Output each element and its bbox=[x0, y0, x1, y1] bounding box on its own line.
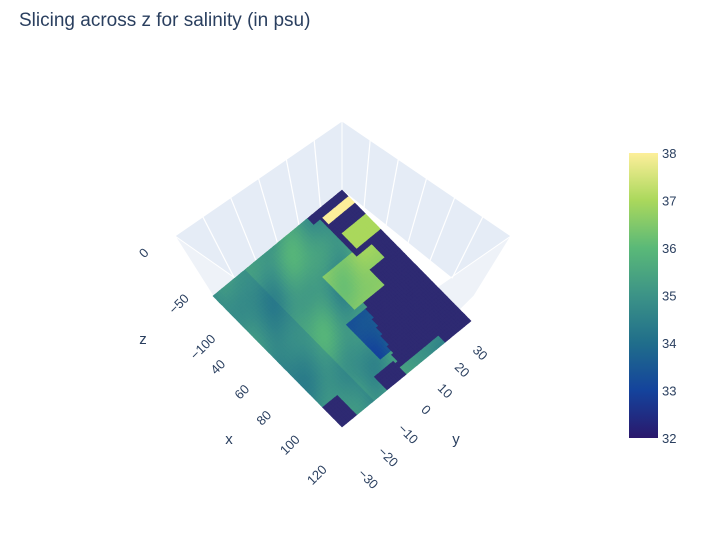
chart-title: Slicing across z for salinity (in psu) bbox=[19, 10, 311, 31]
y-axis-title: y bbox=[452, 431, 460, 448]
z-axis-title: z bbox=[139, 331, 147, 348]
y-tick-label: −10 bbox=[395, 421, 421, 447]
colorbar-gradient bbox=[629, 153, 658, 438]
colorbar-tick-label: 37 bbox=[662, 194, 676, 209]
axis-gridlines bbox=[202, 140, 484, 279]
z-tick-label: −50 bbox=[166, 291, 192, 317]
salinity-slice-surface bbox=[212, 189, 472, 428]
gridline bbox=[230, 197, 257, 261]
colorbar-tick-label: 32 bbox=[662, 431, 676, 446]
gridline bbox=[451, 216, 484, 279]
x-axis-title: x bbox=[225, 431, 233, 448]
y-tick-label: 30 bbox=[470, 342, 491, 363]
gridline bbox=[429, 197, 456, 261]
gridline bbox=[385, 159, 399, 226]
gridline bbox=[285, 159, 300, 226]
gridline bbox=[407, 178, 428, 244]
colorbar-tick-label: 34 bbox=[662, 336, 676, 351]
y-tick-label: 10 bbox=[435, 380, 456, 401]
gridline bbox=[363, 140, 371, 208]
gridline bbox=[313, 140, 322, 208]
colorbar-tick-label: 36 bbox=[662, 241, 676, 256]
x-tick-label: 60 bbox=[231, 381, 252, 402]
axis-titles: z x y bbox=[139, 331, 460, 448]
z-tick-label: −100 bbox=[187, 331, 218, 362]
gridline bbox=[202, 216, 236, 279]
y-tick-label: 0 bbox=[418, 402, 434, 418]
x-tick-label: 40 bbox=[207, 356, 228, 377]
colorbar-tick-label: 33 bbox=[662, 384, 676, 399]
gridline bbox=[257, 178, 279, 244]
colorbar-tick-labels: 32 33 34 35 36 37 38 bbox=[662, 146, 676, 446]
colorbar-tick-label: 35 bbox=[662, 289, 676, 304]
y-tick-label: −30 bbox=[355, 466, 381, 492]
y-tick-label: −20 bbox=[375, 444, 401, 470]
x-tick-label: 80 bbox=[253, 407, 274, 428]
z-tick-label: 0 bbox=[136, 245, 152, 261]
surface-cell bbox=[466, 318, 472, 324]
x-tick-label: 120 bbox=[304, 462, 330, 488]
y-tick-label: 20 bbox=[452, 359, 473, 380]
colorbar-tick-label: 38 bbox=[662, 146, 676, 161]
x-tick-label: 100 bbox=[277, 432, 303, 458]
